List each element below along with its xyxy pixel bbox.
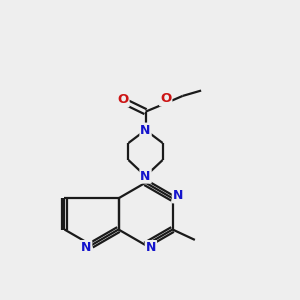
Text: N: N <box>146 241 156 254</box>
Text: N: N <box>173 189 183 203</box>
Text: N: N <box>140 124 151 136</box>
Text: O: O <box>117 93 129 106</box>
Text: N: N <box>81 241 91 254</box>
Text: N: N <box>140 170 151 183</box>
Text: O: O <box>160 92 171 105</box>
